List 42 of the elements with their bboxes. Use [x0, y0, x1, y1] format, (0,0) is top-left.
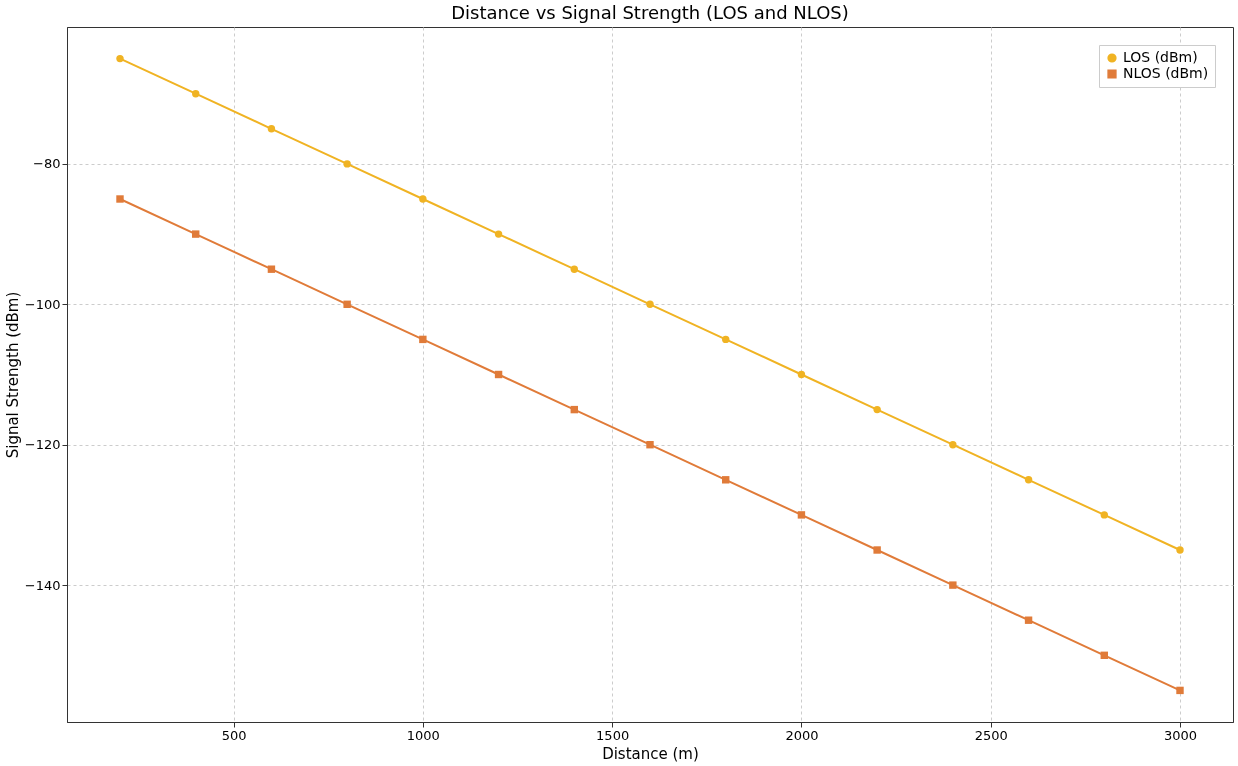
- point: [722, 476, 730, 484]
- point: [797, 370, 806, 379]
- point: [1024, 616, 1033, 624]
- point: [949, 441, 957, 449]
- y-tick-label: −80: [33, 156, 61, 172]
- x-tick-label: 1500: [596, 727, 630, 743]
- point: [797, 511, 806, 519]
- point: [343, 300, 351, 309]
- point: [873, 546, 881, 554]
- x-tick-label: 2000: [785, 727, 819, 743]
- legend-label: NLOS (dBm): [1123, 65, 1209, 81]
- point: [646, 440, 654, 449]
- point: [116, 195, 124, 203]
- legend-label: LOS (dBm): [1123, 49, 1198, 65]
- y-tick-label: −120: [24, 437, 61, 453]
- y-tick-label: −100: [24, 296, 61, 312]
- point: [116, 54, 124, 63]
- point: [646, 300, 654, 308]
- chart-title: Distance vs Signal Strength (LOS and NLOS): [451, 2, 849, 23]
- point: [570, 265, 578, 273]
- point: [1176, 546, 1184, 554]
- point: [1100, 511, 1108, 519]
- point: [722, 335, 730, 344]
- point: [1024, 476, 1033, 484]
- point: [419, 335, 427, 344]
- point: [873, 405, 881, 414]
- y-tick-label: −140: [24, 577, 61, 593]
- x-tick-label: 2500: [974, 727, 1008, 743]
- x-tick-label: 500: [221, 727, 247, 743]
- x-tick-label: 3000: [1163, 727, 1198, 743]
- y-axis-title: Signal Strength (dBm): [3, 291, 22, 459]
- point: [1176, 686, 1184, 695]
- point: [343, 160, 351, 168]
- point: [949, 581, 957, 589]
- point: [494, 230, 503, 238]
- point: [192, 230, 200, 238]
- point: [192, 89, 200, 98]
- x-axis-title: Distance (m): [602, 744, 699, 763]
- point: [267, 125, 276, 133]
- point: [419, 195, 427, 203]
- x-tick-label: 1000: [406, 727, 440, 743]
- point: [267, 265, 276, 273]
